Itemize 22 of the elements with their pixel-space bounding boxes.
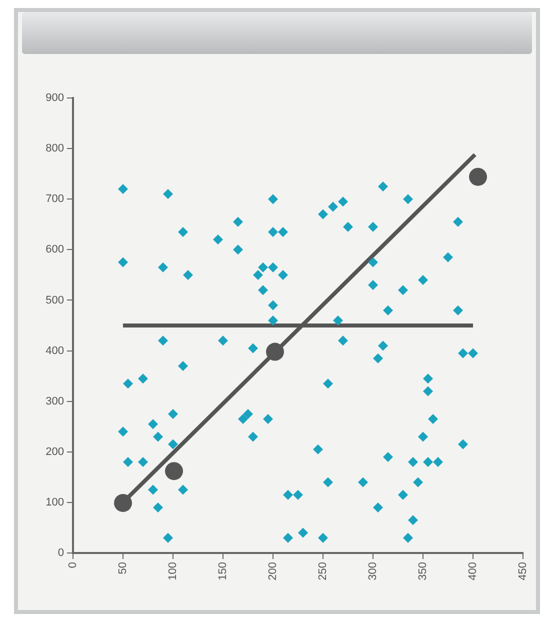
x-tick-label: 300 — [367, 562, 380, 580]
y-tick-label: 500 — [46, 294, 64, 306]
y-tick-label: 900 — [46, 92, 64, 104]
y-tick-label: 400 — [46, 344, 64, 357]
y-tick-label: 100 — [46, 496, 64, 508]
y-tick-label: 600 — [46, 244, 64, 256]
y-tick-label: 0 — [58, 547, 64, 560]
x-tick-label: 150 — [217, 562, 230, 580]
x-tick-label: 100 — [167, 562, 180, 580]
x-tick-label: 400 — [467, 562, 480, 580]
y-tick-label: 700 — [46, 193, 64, 206]
x-tick-label: 450 — [517, 562, 530, 580]
x-tick-label: 250 — [317, 562, 330, 580]
y-tick-label: 200 — [46, 446, 64, 458]
y-tick-label: 300 — [46, 395, 64, 408]
x-tick-label: 0 — [67, 562, 80, 568]
x-tick-label: 50 — [117, 562, 130, 574]
x-tick-label: 350 — [417, 562, 430, 580]
y-tick-label: 800 — [46, 142, 64, 155]
x-tick-label: 200 — [267, 562, 280, 580]
point — [165, 462, 183, 480]
point — [469, 168, 487, 186]
